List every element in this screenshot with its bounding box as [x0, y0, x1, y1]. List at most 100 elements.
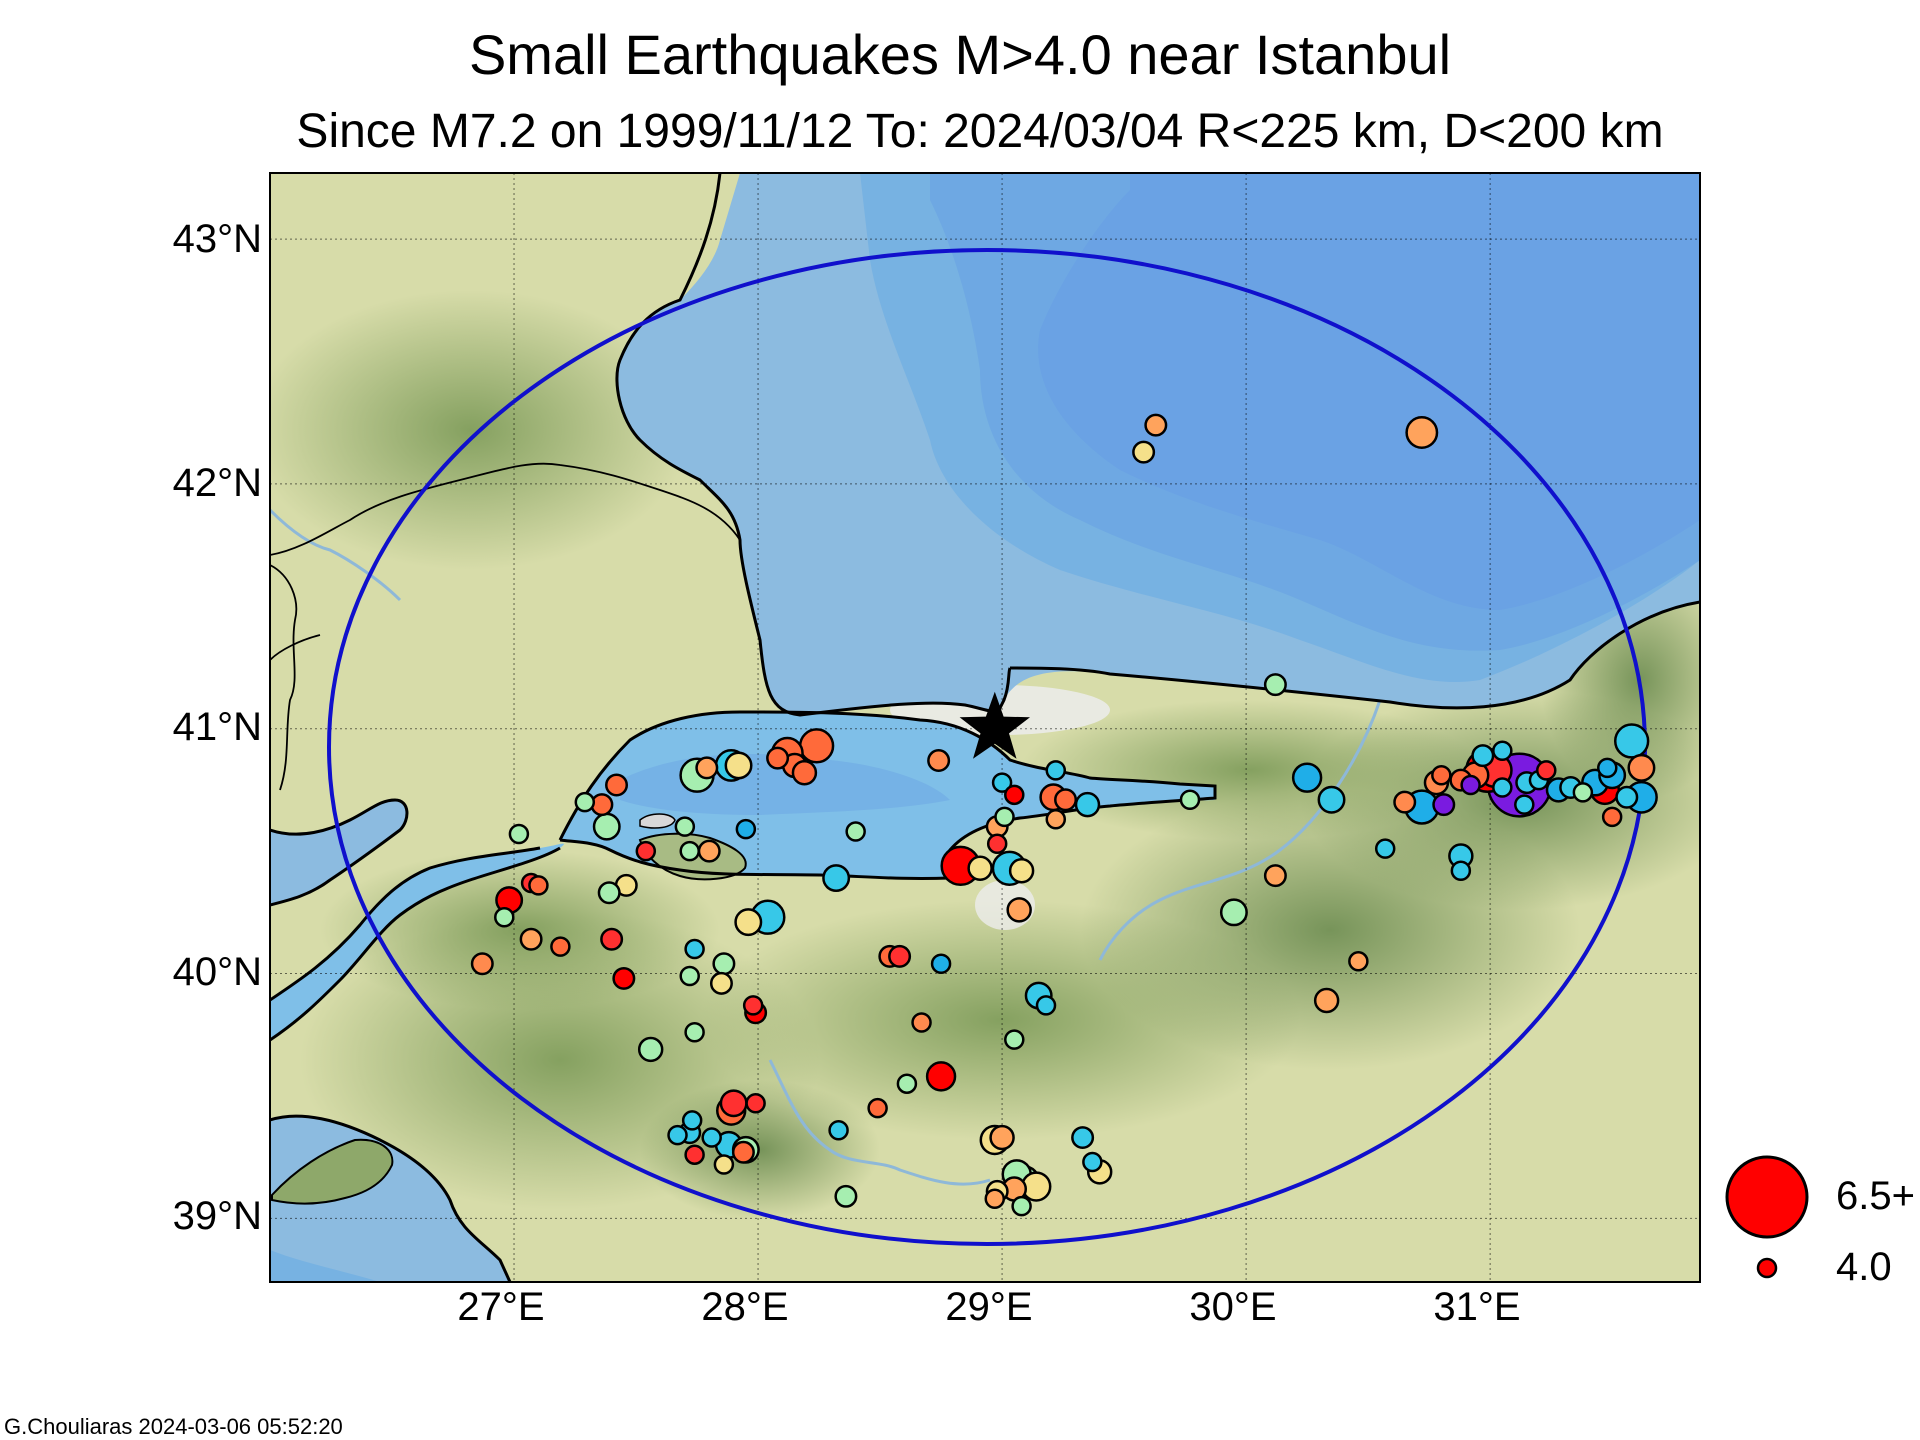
earthquake-marker	[1374, 838, 1396, 859]
earthquake-marker	[697, 839, 721, 863]
earthquake-marker	[1313, 987, 1340, 1014]
earthquake-marker	[1572, 782, 1594, 803]
earthquake-marker	[1492, 777, 1513, 798]
earthquake-marker	[470, 952, 494, 976]
lon-tick-label: 27°E	[457, 1285, 544, 1329]
earthquake-marker	[967, 855, 993, 881]
earthquake-marker	[1008, 857, 1035, 884]
earthquake-marker	[1627, 753, 1656, 782]
earthquake-marker	[986, 833, 1008, 855]
earthquake-marker	[731, 1140, 755, 1164]
earthquake-marker	[550, 936, 571, 957]
earthquake-marker	[1471, 744, 1495, 768]
earthquake-marker	[1492, 740, 1513, 762]
earthquake-marker	[1431, 764, 1452, 786]
earthquake-marker	[528, 875, 549, 896]
lesbos-island	[271, 1138, 394, 1205]
earthquake-marker	[766, 746, 790, 770]
marmara-coastline	[558, 710, 1217, 881]
earthquake-marker	[635, 840, 657, 862]
earthquake-marker	[612, 966, 636, 990]
earthquake-marker	[605, 773, 629, 797]
earthquake-marker	[828, 1119, 849, 1141]
earthquake-marker	[667, 1124, 688, 1146]
earthquake-marker	[1045, 809, 1067, 830]
earthquake-marker	[597, 881, 621, 905]
earthquake-marker	[1045, 760, 1067, 781]
lat-tick-label: 39°N	[173, 1194, 262, 1238]
lat-tick-label: 42°N	[173, 461, 262, 505]
earthquake-marker	[1263, 673, 1287, 697]
earthquake-marker	[679, 840, 700, 862]
river	[1098, 699, 1382, 961]
map-subtitle: Since M7.2 on 1999/11/12 To: 2024/03/04 …	[296, 105, 1664, 158]
earthquake-marker	[508, 823, 530, 845]
earthquake-marker	[1405, 416, 1439, 449]
earthquake-marker	[989, 1124, 1015, 1151]
earthquake-marker	[925, 1061, 957, 1092]
earthquake-marker	[930, 953, 952, 974]
earthquake-marker	[927, 749, 951, 773]
earthquake-marker	[1597, 757, 1618, 779]
legend-large-marker	[1725, 1155, 1809, 1239]
earthquake-marker	[1179, 789, 1201, 810]
earthquake-marker	[684, 1144, 705, 1165]
earthquake-marker	[888, 944, 912, 968]
country-border	[270, 634, 321, 661]
earthquake-marker	[1263, 864, 1287, 888]
earthquake-marker	[1514, 794, 1535, 815]
earthquake-marker	[1601, 806, 1623, 828]
star-icon	[959, 691, 1030, 759]
earthquake-marker	[637, 1036, 664, 1063]
magnitude-legend: 6.5+ 4.0	[1725, 1155, 1915, 1289]
earthquake-marker	[1393, 790, 1417, 814]
map-title: Small Earthquakes M>4.0 near Istanbul	[468, 23, 1452, 86]
earthquake-marker	[724, 751, 753, 780]
earthquake-marker	[896, 1073, 918, 1094]
earthquake-marker	[701, 1127, 722, 1148]
earthquake-marker	[745, 1093, 766, 1114]
earthquake-marker	[735, 818, 757, 840]
earthquake-marker	[681, 1110, 703, 1131]
earthquake-marker	[742, 995, 764, 1016]
earthquake-marker	[798, 728, 835, 764]
river	[270, 508, 402, 602]
lon-tick-label: 30°E	[1189, 1285, 1276, 1329]
lat-tick-label: 40°N	[173, 950, 262, 994]
earthquake-marker	[494, 906, 515, 928]
earthquake-marker	[1035, 995, 1057, 1016]
country-border	[270, 462, 741, 556]
marmara-island	[639, 813, 676, 829]
earthquake-marker	[1082, 1151, 1103, 1173]
earthquake-marker	[695, 756, 719, 780]
earthquake-marker	[684, 1022, 705, 1043]
earthquake-marker	[519, 927, 543, 951]
earthquake-marker	[1054, 788, 1078, 812]
earthquake-marker	[1219, 898, 1248, 927]
earthquake-marker	[791, 760, 818, 786]
earthquake-marker	[1132, 440, 1156, 464]
earthquake-marker	[1011, 1195, 1032, 1217]
deep-water	[1038, 173, 1700, 610]
earthquake-marker	[1317, 785, 1346, 814]
earthquake-marker	[991, 772, 1013, 793]
country-border	[270, 564, 298, 791]
earthquake-marker	[911, 1012, 932, 1033]
earthquake-marker	[1004, 784, 1025, 806]
author-credit: G.Chouliaras 2024-03-06 05:52:20	[4, 1414, 343, 1439]
earthquake-marker	[734, 908, 763, 937]
earthquake-marker	[712, 952, 736, 976]
aegean-sea	[270, 800, 407, 905]
earthquake-marker	[684, 938, 705, 960]
aegean-sea	[270, 1250, 380, 1282]
dardanelles-coastline	[270, 846, 561, 1042]
river	[768, 1059, 991, 1186]
earthquake-marker	[1074, 791, 1101, 818]
earthquake-marker	[600, 927, 624, 951]
earthquake-marker	[719, 1089, 748, 1118]
earthquake-marker	[1536, 760, 1557, 781]
epicenter-star	[959, 691, 1030, 759]
earthquake-marker	[1348, 951, 1369, 972]
earthquake-marker	[822, 864, 851, 893]
